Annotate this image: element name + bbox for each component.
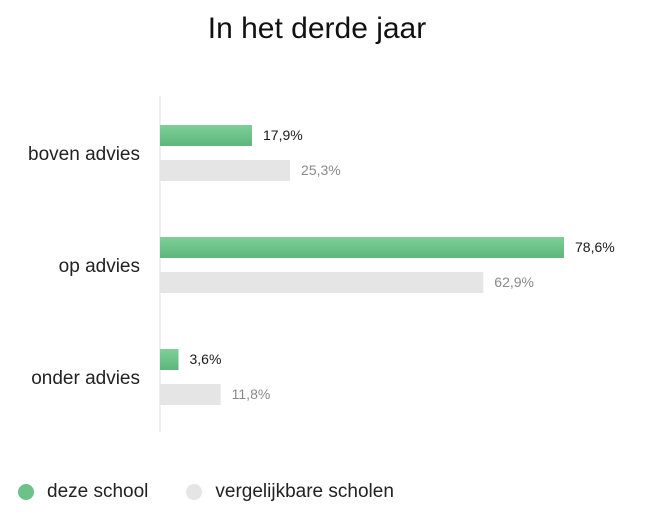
data-label-series-1: 62,9% <box>494 274 534 290</box>
category-label: onder advies <box>31 368 140 389</box>
legend-label-series-1: vergelijkbare scholen <box>215 481 394 502</box>
data-label-series-0: 17,9% <box>263 127 303 143</box>
legend-label-series-0: deze school <box>47 481 149 502</box>
legend-swatch-series-1 <box>186 484 203 500</box>
chart-title: In het derde jaar <box>207 12 427 45</box>
category-label: boven advies <box>28 144 140 165</box>
data-label-series-1: 11,8% <box>232 386 271 402</box>
data-label-series-0: 78,6% <box>575 239 615 255</box>
legend-item-series-1: vergelijkbare scholen <box>186 481 394 503</box>
bar-series-0 <box>160 125 253 146</box>
category-label: op advies <box>59 256 140 277</box>
legend: deze school vergelijkbare scholen <box>18 481 432 503</box>
data-label-series-1: 25,3% <box>301 162 341 178</box>
data-label-series-0: 3,6% <box>190 351 222 367</box>
bar-series-1 <box>160 160 291 181</box>
bar-series-1 <box>160 384 221 405</box>
bar-series-0 <box>160 237 564 258</box>
bar-series-1 <box>160 272 484 293</box>
bar-chart: boven advies 17,9% 25,3% op advies 78,6% 62,9… <box>28 96 615 432</box>
bar-series-0 <box>160 349 179 370</box>
legend-swatch-series-0 <box>18 484 34 500</box>
legend-item-series-0: deze school <box>18 481 148 503</box>
